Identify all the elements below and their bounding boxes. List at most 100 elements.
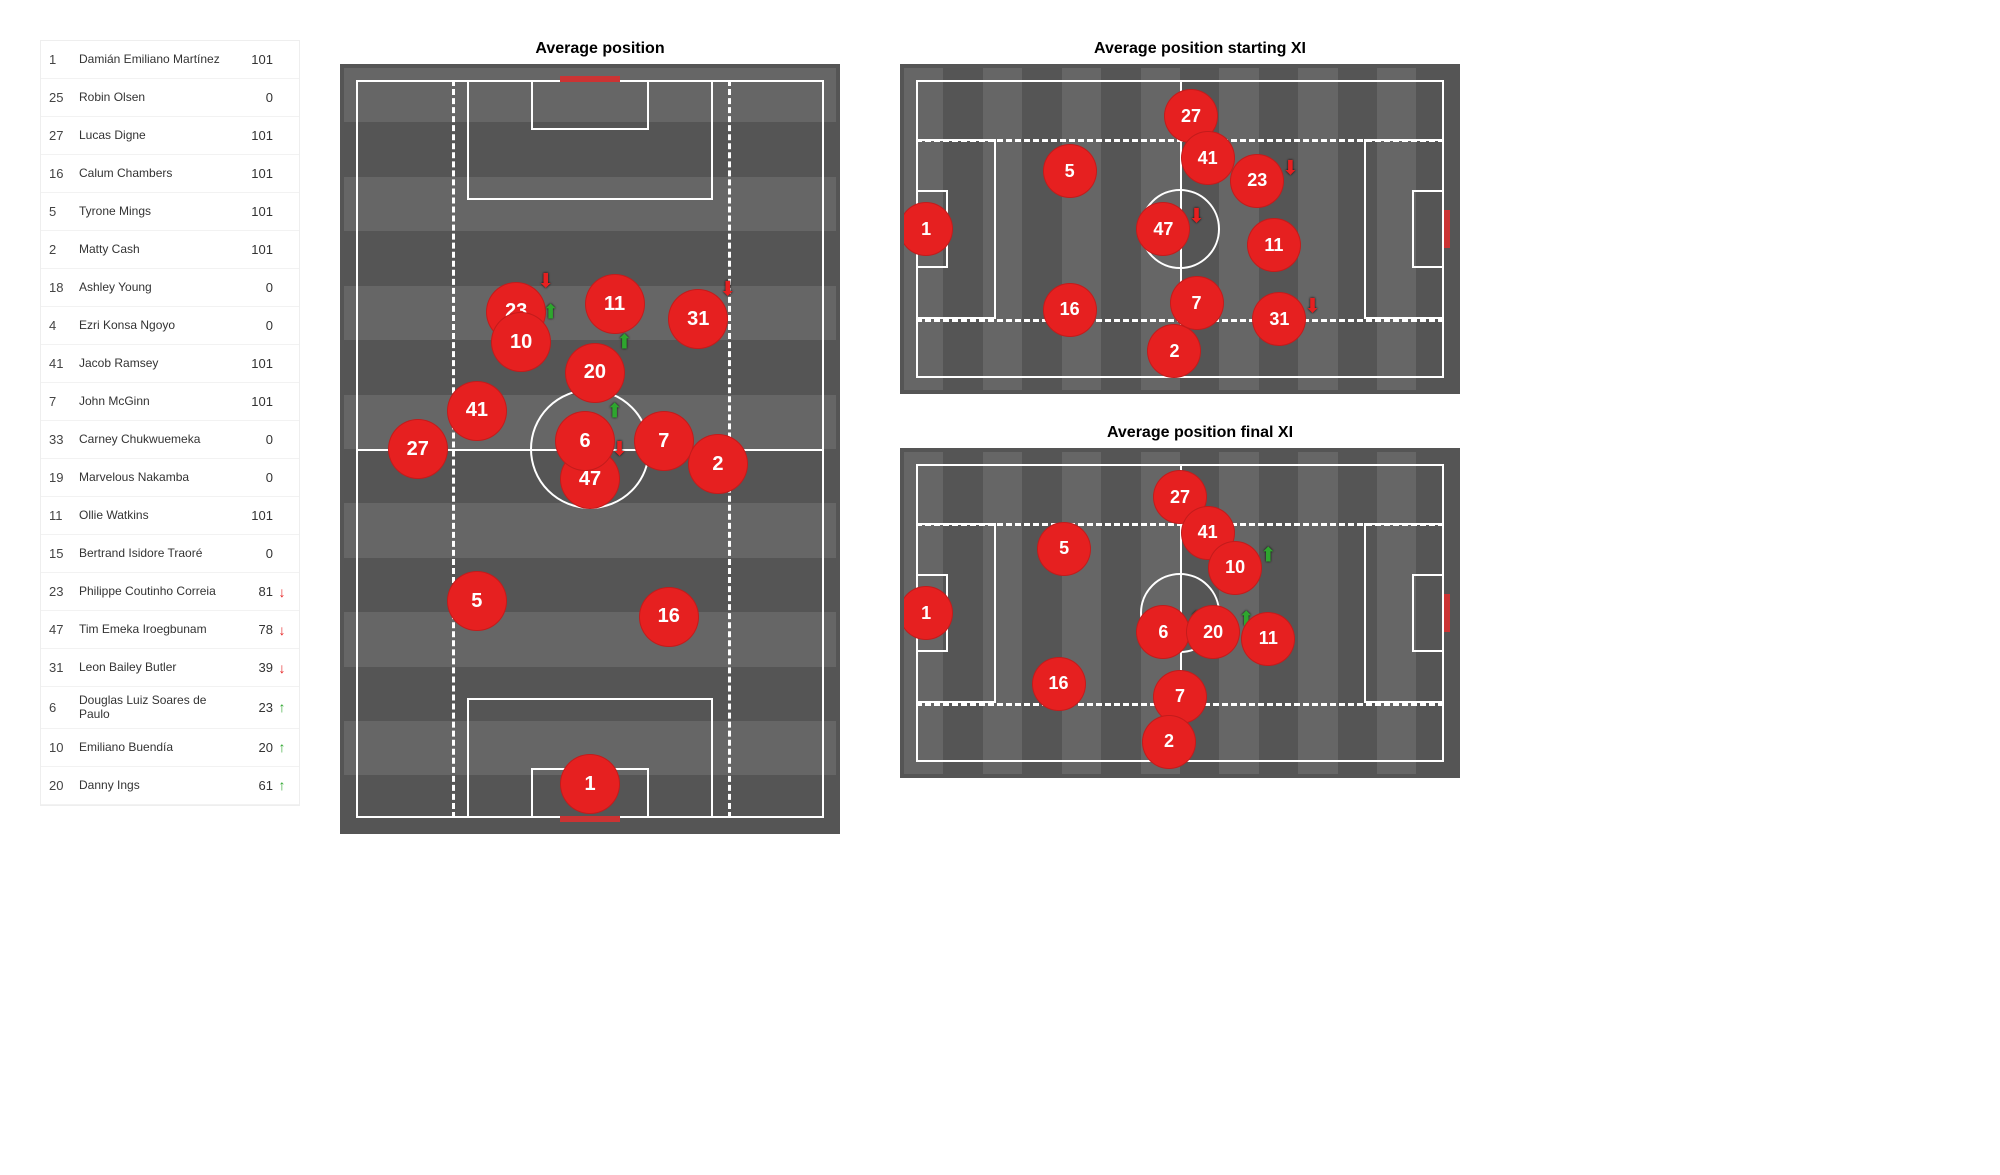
right-column: Average position starting XI xyxy=(900,40,1500,808)
player-bubble: 7 xyxy=(1170,276,1224,330)
player-bubble: 11 xyxy=(1247,218,1301,272)
player-name: Philippe Coutinho Correia xyxy=(79,584,233,598)
player-bubble: 6 xyxy=(1136,605,1190,659)
player-number: 41 xyxy=(49,356,79,371)
player-number: 7 xyxy=(49,394,79,409)
table-row: 20Danny Ings61↑ xyxy=(41,767,299,805)
player-number: 15 xyxy=(49,546,79,561)
player-name: Leon Bailey Butler xyxy=(79,660,233,674)
player-number: 20 xyxy=(49,778,79,793)
player-number: 5 xyxy=(49,204,79,219)
player-bubble: 23 xyxy=(1230,154,1284,208)
table-row: 7John McGinn101 xyxy=(41,383,299,421)
player-number: 27 xyxy=(49,128,79,143)
start-xi-pitch: 1516274147⬇7223⬇1131⬇ xyxy=(900,64,1460,394)
player-bubble: 10 xyxy=(1208,541,1262,595)
player-name: Bertrand Isidore Traoré xyxy=(79,546,233,560)
player-name: Ezri Konsa Ngoyo xyxy=(79,318,233,332)
player-number: 11 xyxy=(49,508,79,523)
table-row: 25Robin Olsen0 xyxy=(41,79,299,117)
table-row: 47Tim Emeka Iroegbunam78↓ xyxy=(41,611,299,649)
player-minutes: 78 xyxy=(233,622,273,637)
player-bubble: 16 xyxy=(1043,283,1097,337)
player-minutes: 101 xyxy=(233,204,273,219)
arrow-down-icon: ⬇ xyxy=(719,276,736,301)
player-number: 1 xyxy=(49,52,79,67)
player-minutes: 81 xyxy=(233,584,273,599)
table-row: 1Damián Emiliano Martínez101 xyxy=(41,41,299,79)
table-row: 16Calum Chambers101 xyxy=(41,155,299,193)
player-number: 2 xyxy=(49,242,79,257)
player-minutes: 0 xyxy=(233,280,273,295)
player-number: 31 xyxy=(49,660,79,675)
player-minutes: 0 xyxy=(233,90,273,105)
player-minutes: 61 xyxy=(233,778,273,793)
player-minutes: 23 xyxy=(233,700,273,715)
sub-arrow-icon: ↑ xyxy=(273,699,291,715)
player-minutes: 101 xyxy=(233,52,273,67)
table-row: 5Tyrone Mings101 xyxy=(41,193,299,231)
player-bubble: 5 xyxy=(1043,144,1097,198)
player-name: Ashley Young xyxy=(79,280,233,294)
table-row: 27Lucas Digne101 xyxy=(41,117,299,155)
player-name: Douglas Luiz Soares de Paulo xyxy=(79,693,233,722)
sub-arrow-icon: ↓ xyxy=(273,584,291,600)
player-minutes: 0 xyxy=(233,546,273,561)
start-xi-panel: Average position starting XI xyxy=(900,40,1500,424)
player-number: 47 xyxy=(49,622,79,637)
player-name: Marvelous Nakamba xyxy=(79,470,233,484)
main-pitch: 1516274147⬇6⬆7223⬇10⬆20⬆1131⬇ xyxy=(340,64,840,834)
player-minutes: 0 xyxy=(233,318,273,333)
player-bubble: 2 xyxy=(1142,715,1196,769)
start-xi-title: Average position starting XI xyxy=(900,40,1500,58)
table-row: 41Jacob Ramsey101 xyxy=(41,345,299,383)
player-name: Damián Emiliano Martínez xyxy=(79,52,233,66)
arrow-down-icon: ⬇ xyxy=(537,269,554,294)
player-bubble: 31 xyxy=(1252,292,1306,346)
table-row: 2Matty Cash101 xyxy=(41,231,299,269)
player-minutes: 20 xyxy=(233,740,273,755)
player-name: Carney Chukwuemeka xyxy=(79,432,233,446)
player-name: Danny Ings xyxy=(79,778,233,792)
arrow-down-icon: ⬇ xyxy=(1304,294,1321,319)
player-number: 25 xyxy=(49,90,79,105)
player-table: 1Damián Emiliano Martínez10125Robin Olse… xyxy=(40,40,300,806)
player-bubble: 5 xyxy=(447,571,507,631)
player-name: Lucas Digne xyxy=(79,128,233,142)
player-number: 16 xyxy=(49,166,79,181)
table-row: 23Philippe Coutinho Correia81↓ xyxy=(41,573,299,611)
player-bubble: 20 xyxy=(1186,605,1240,659)
player-name: Calum Chambers xyxy=(79,166,233,180)
player-bubble: 11 xyxy=(585,274,645,334)
player-bubble: 47 xyxy=(1136,202,1190,256)
final-xi-panel: Average position final XI xyxy=(900,424,1500,808)
player-bubble: 5 xyxy=(1037,522,1091,576)
arrow-down-icon: ⬇ xyxy=(1282,155,1299,180)
table-row: 6Douglas Luiz Soares de Paulo23↑ xyxy=(41,687,299,729)
player-name: John McGinn xyxy=(79,394,233,408)
player-name: Emiliano Buendía xyxy=(79,740,233,754)
player-number: 23 xyxy=(49,584,79,599)
player-number: 6 xyxy=(49,700,79,715)
player-minutes: 39 xyxy=(233,660,273,675)
player-number: 33 xyxy=(49,432,79,447)
player-minutes: 101 xyxy=(233,356,273,371)
player-bubble: 2 xyxy=(688,434,748,494)
arrow-down-icon: ⬇ xyxy=(1188,204,1205,229)
player-bubble: 1 xyxy=(900,586,953,640)
player-number: 18 xyxy=(49,280,79,295)
player-minutes: 101 xyxy=(233,508,273,523)
table-row: 33Carney Chukwuemeka0 xyxy=(41,421,299,459)
player-number: 10 xyxy=(49,740,79,755)
player-bubble: 1 xyxy=(560,754,620,814)
player-number: 19 xyxy=(49,470,79,485)
player-name: Tyrone Mings xyxy=(79,204,233,218)
player-bubble: 41 xyxy=(1181,131,1235,185)
table-row: 31Leon Bailey Butler39↓ xyxy=(41,649,299,687)
table-row: 11Ollie Watkins101 xyxy=(41,497,299,535)
player-minutes: 101 xyxy=(233,128,273,143)
player-minutes: 0 xyxy=(233,470,273,485)
arrow-up-icon: ⬆ xyxy=(542,299,559,324)
player-minutes: 101 xyxy=(233,166,273,181)
final-xi-title: Average position final XI xyxy=(900,424,1500,442)
